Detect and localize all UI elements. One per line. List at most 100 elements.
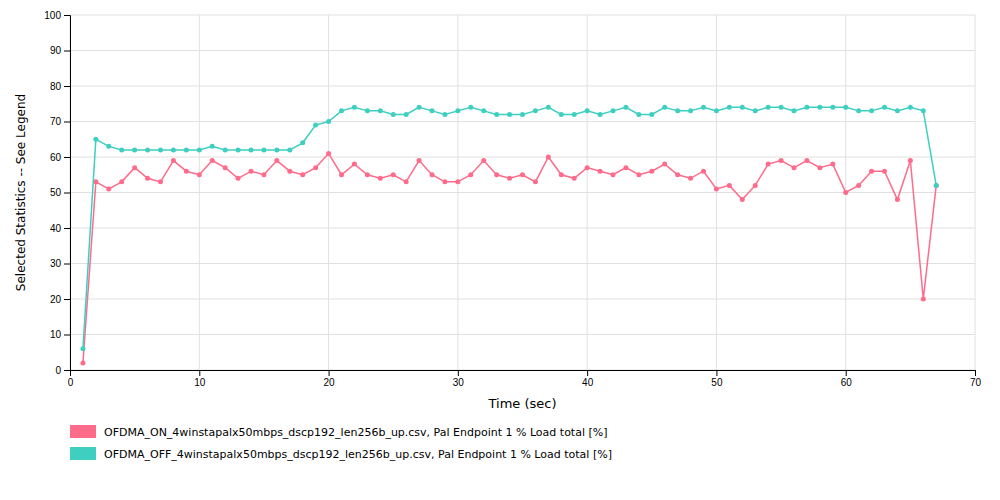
series-point bbox=[740, 105, 745, 110]
y-tick: 0 bbox=[55, 365, 70, 376]
series-point bbox=[636, 172, 641, 177]
series-point bbox=[753, 183, 758, 188]
series-point bbox=[559, 172, 564, 177]
x-tick-mark bbox=[846, 370, 847, 376]
x-tick-label: 50 bbox=[711, 377, 723, 388]
x-tick: 70 bbox=[970, 370, 982, 388]
series-point bbox=[300, 172, 305, 177]
y-grid-line bbox=[70, 299, 975, 300]
series-point bbox=[494, 172, 499, 177]
series-point bbox=[830, 105, 835, 110]
legend-label: OFDMA_OFF_4winstapalx50mbps_dscp192_len2… bbox=[104, 448, 612, 461]
series-point bbox=[93, 137, 98, 142]
series-point bbox=[210, 158, 215, 163]
y-tick: 80 bbox=[50, 81, 70, 92]
y-tick-mark bbox=[64, 193, 70, 194]
series-point bbox=[442, 179, 447, 184]
series-point bbox=[106, 186, 111, 191]
y-tick: 40 bbox=[50, 223, 70, 234]
series-point bbox=[119, 147, 124, 152]
series-point bbox=[701, 169, 706, 174]
x-tick-mark bbox=[329, 370, 330, 376]
y-grid-line bbox=[70, 263, 975, 264]
series-point bbox=[533, 108, 538, 113]
series-point bbox=[378, 176, 383, 181]
y-grid-line bbox=[70, 50, 975, 51]
series-point bbox=[546, 155, 551, 160]
y-tick-label: 80 bbox=[50, 81, 62, 92]
x-tick-mark bbox=[587, 370, 588, 376]
series-point bbox=[184, 147, 189, 152]
series-point bbox=[623, 105, 628, 110]
series-point bbox=[533, 179, 538, 184]
series-point bbox=[197, 147, 202, 152]
series-point bbox=[585, 108, 590, 113]
series-point bbox=[636, 112, 641, 117]
legend-swatch bbox=[70, 447, 96, 460]
series-point bbox=[417, 158, 422, 163]
series-point bbox=[106, 144, 111, 149]
y-axis-title: Selected Statistics -- See Legend bbox=[14, 94, 28, 291]
series-point bbox=[830, 162, 835, 167]
series-point bbox=[804, 105, 809, 110]
series-point bbox=[817, 105, 822, 110]
series-line bbox=[83, 107, 936, 348]
x-tick: 50 bbox=[711, 370, 723, 388]
y-tick: 30 bbox=[50, 258, 70, 269]
y-tick-mark bbox=[64, 122, 70, 123]
series-point bbox=[80, 360, 85, 365]
x-axis-title: Time (sec) bbox=[487, 396, 556, 411]
y-tick: 50 bbox=[50, 187, 70, 198]
series-point bbox=[688, 108, 693, 113]
series-point bbox=[236, 147, 241, 152]
series-point bbox=[572, 112, 577, 117]
chart: 0102030405060700102030405060708090100Tim… bbox=[0, 0, 1000, 500]
y-tick: 100 bbox=[44, 10, 70, 21]
y-tick-mark bbox=[64, 15, 70, 16]
series-point bbox=[869, 169, 874, 174]
series-point bbox=[300, 140, 305, 145]
series-point bbox=[378, 108, 383, 113]
series-point bbox=[352, 162, 357, 167]
series-point bbox=[895, 197, 900, 202]
x-tick-label: 40 bbox=[582, 377, 594, 388]
x-tick: 30 bbox=[453, 370, 465, 388]
series-point bbox=[404, 179, 409, 184]
series-point bbox=[572, 176, 577, 181]
series-point bbox=[727, 183, 732, 188]
series-point bbox=[520, 172, 525, 177]
series-point bbox=[339, 172, 344, 177]
series-point bbox=[882, 105, 887, 110]
series-point bbox=[792, 165, 797, 170]
x-tick-label: 30 bbox=[453, 377, 465, 388]
series-point bbox=[119, 179, 124, 184]
series-point bbox=[145, 176, 150, 181]
y-grid-line bbox=[70, 334, 975, 335]
series-point bbox=[184, 169, 189, 174]
legend-item: OFDMA_OFF_4winstapalx50mbps_dscp192_len2… bbox=[70, 447, 612, 461]
series-point bbox=[727, 105, 732, 110]
legend-label: OFDMA_ON_4winstapalx50mbps_dscp192_len25… bbox=[104, 426, 608, 439]
y-tick: 90 bbox=[50, 45, 70, 56]
series-point bbox=[326, 151, 331, 156]
series-point bbox=[585, 165, 590, 170]
x-tick: 10 bbox=[194, 370, 206, 388]
series-point bbox=[507, 176, 512, 181]
y-axis: 0102030405060708090100 bbox=[44, 10, 70, 376]
series-point bbox=[365, 108, 370, 113]
y-grid-line bbox=[70, 228, 975, 229]
series-point bbox=[779, 105, 784, 110]
y-grid-line bbox=[70, 86, 975, 87]
y-tick-mark bbox=[64, 299, 70, 300]
series-point bbox=[908, 105, 913, 110]
y-tick: 20 bbox=[50, 294, 70, 305]
y-tick-mark bbox=[64, 51, 70, 52]
series-point bbox=[171, 158, 176, 163]
series-point bbox=[649, 169, 654, 174]
x-tick-mark bbox=[458, 370, 459, 376]
series-point bbox=[559, 112, 564, 117]
x-axis-line bbox=[71, 371, 976, 377]
series-line bbox=[83, 153, 936, 362]
series-point bbox=[468, 172, 473, 177]
series-point bbox=[274, 158, 279, 163]
